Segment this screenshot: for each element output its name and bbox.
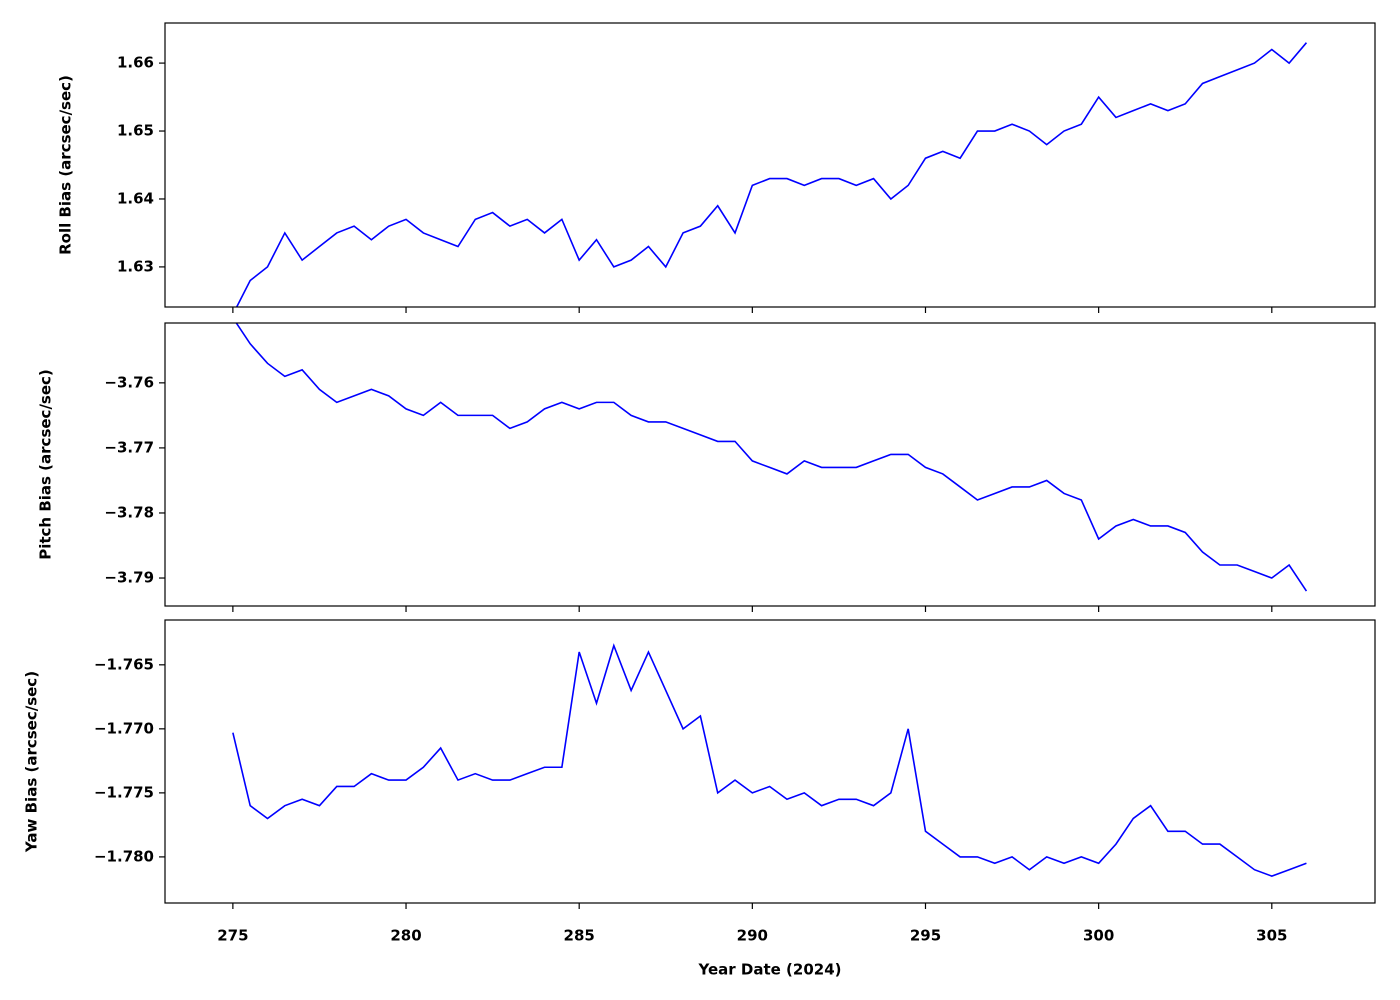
y-tick-label: −1.765 [94, 655, 154, 673]
x-tick-label: 290 [737, 927, 768, 945]
y-axis-label: Pitch Bias (arcsec/sec) [37, 369, 55, 560]
x-tick-label: 295 [910, 927, 941, 945]
series-line [232, 643, 1307, 877]
y-tick-label: 1.64 [117, 189, 154, 207]
x-tick-label: 275 [217, 927, 248, 945]
y-tick-label: −3.78 [104, 503, 154, 521]
y-tick-label: 1.63 [117, 257, 154, 275]
x-axis-label: Year Date (2024) [698, 961, 842, 979]
series-line [235, 323, 1308, 592]
series-line [235, 42, 1308, 307]
y-tick-label: −1.780 [94, 847, 154, 865]
x-tick-label: 280 [390, 927, 421, 945]
y-tick-label: −3.79 [104, 569, 154, 587]
y-tick-label: −3.77 [104, 438, 154, 456]
plot-frame [164, 322, 1376, 607]
y-tick-label: −1.775 [94, 783, 154, 801]
x-tick-label: 285 [564, 927, 595, 945]
y-tick-label: −1.770 [94, 719, 154, 737]
x-tick-label: 300 [1083, 927, 1114, 945]
y-tick-label: −3.76 [104, 373, 154, 391]
y-axis-label: Roll Bias (arcsec/sec) [57, 75, 75, 255]
y-axis-label: Yaw Bias (arcsec/sec) [23, 671, 41, 853]
x-tick-label: 305 [1256, 927, 1287, 945]
y-tick-label: 1.66 [117, 54, 154, 72]
y-tick-label: 1.65 [117, 122, 154, 140]
plot-frame [164, 619, 1376, 904]
plot-frame [164, 22, 1376, 308]
